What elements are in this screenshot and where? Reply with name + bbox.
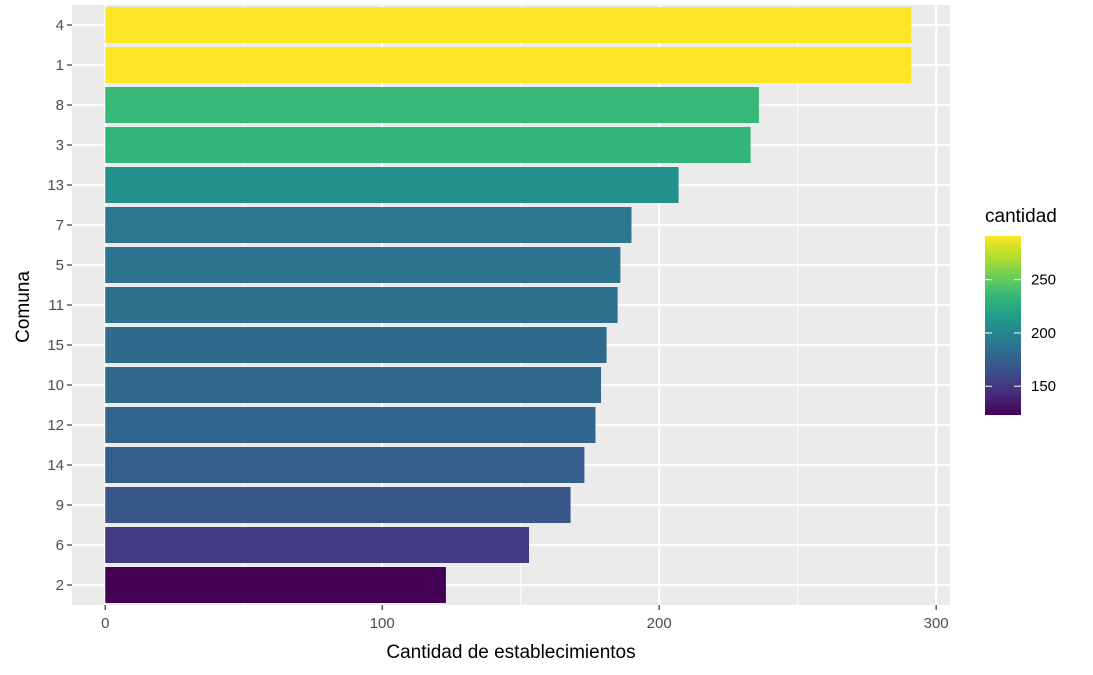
y-tick-label: 13 xyxy=(47,177,64,194)
bar-comuna-1 xyxy=(105,47,912,83)
y-tick-label: 12 xyxy=(47,417,64,434)
bar-comuna-5 xyxy=(105,247,621,283)
bar-comuna-9 xyxy=(105,487,571,523)
y-tick-label: 10 xyxy=(47,377,64,394)
x-tick-label: 100 xyxy=(370,615,395,632)
y-tick-label: 7 xyxy=(56,217,64,234)
y-tick-label: 5 xyxy=(56,257,64,274)
legend-title: cantidad xyxy=(985,206,1057,227)
x-tick-label: 200 xyxy=(647,615,672,632)
bar-comuna-6 xyxy=(105,527,530,563)
y-tick-label: 6 xyxy=(56,537,64,554)
bar-comuna-11 xyxy=(105,287,618,323)
x-axis-title: Cantidad de establecimientos xyxy=(386,642,635,663)
bar-comuna-4 xyxy=(105,7,912,43)
x-axis: 0 100 200 300 xyxy=(101,605,949,632)
y-tick-label: 9 xyxy=(56,497,64,514)
bar-comuna-10 xyxy=(105,367,602,403)
y-tick-label: 2 xyxy=(56,577,64,594)
legend-tick-label: 200 xyxy=(1031,325,1056,342)
y-tick-label: 8 xyxy=(56,97,64,114)
bar-comuna-14 xyxy=(105,447,585,483)
y-tick-label: 15 xyxy=(47,337,64,354)
y-tick-label: 3 xyxy=(56,137,64,154)
legend-colorbar xyxy=(985,236,1021,415)
y-tick-label: 14 xyxy=(47,457,64,474)
legend-tick-label: 150 xyxy=(1031,378,1056,395)
y-axis: 4 1 8 3 13 7 5 11 15 10 12 14 9 6 2 xyxy=(47,17,72,594)
y-tick-label: 1 xyxy=(56,57,64,74)
x-tick-label: 0 xyxy=(101,615,109,632)
bar-comuna-15 xyxy=(105,327,607,363)
y-tick-label: 11 xyxy=(48,297,64,314)
legend-ticks: 150 200 250 xyxy=(985,272,1056,395)
color-legend: cantidad 150 200 250 xyxy=(985,206,1057,415)
bar-comuna-12 xyxy=(105,407,596,443)
legend-tick-label: 250 xyxy=(1031,272,1056,289)
bar-comuna-8 xyxy=(105,87,759,123)
bar-comuna-13 xyxy=(105,167,679,203)
x-tick-label: 300 xyxy=(924,615,949,632)
y-axis-title: Comuna xyxy=(13,271,34,343)
bar-comuna-7 xyxy=(105,207,632,243)
bar-comuna-3 xyxy=(105,127,751,163)
bar-comuna-2 xyxy=(105,567,446,603)
y-tick-label: 4 xyxy=(56,17,64,34)
bars xyxy=(105,7,912,603)
